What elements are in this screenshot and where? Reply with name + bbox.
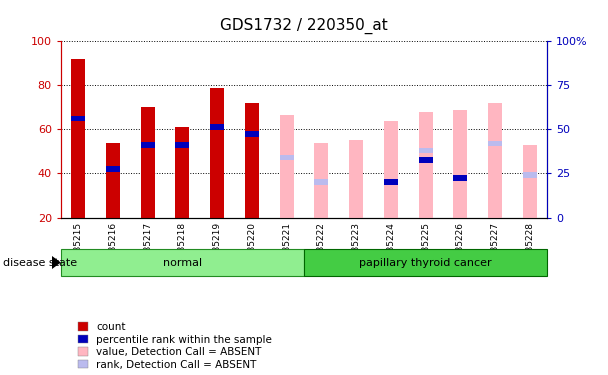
Bar [419,140,432,218]
Bar [419,112,432,218]
Bar [419,148,432,153]
Bar [349,140,363,218]
Bar [210,87,224,218]
Text: papillary thyroid cancer: papillary thyroid cancer [359,258,492,267]
Bar [176,142,189,147]
Bar [71,116,85,121]
Bar [314,180,328,185]
Bar [488,141,502,146]
Legend: count, percentile rank within the sample, value, Detection Call = ABSENT, rank, : count, percentile rank within the sample… [78,322,272,370]
Bar [304,249,547,276]
Bar [61,249,304,276]
Bar [454,110,468,218]
Bar [106,166,120,172]
Bar [314,144,328,218]
Bar [176,127,189,218]
Bar [384,178,398,218]
Polygon shape [52,256,61,269]
Text: normal: normal [163,258,202,267]
Bar [280,155,294,160]
Bar [140,107,154,218]
Bar [140,142,154,147]
Bar [488,103,502,218]
Bar [523,172,537,178]
Bar [384,121,398,218]
Bar [245,131,259,136]
Bar [245,103,259,218]
Bar [419,158,432,163]
Bar [454,175,468,181]
Bar [106,142,120,218]
Bar [71,59,85,217]
Bar [210,124,224,130]
Bar [384,180,398,185]
Bar [523,145,537,218]
Text: GDS1732 / 220350_at: GDS1732 / 220350_at [220,18,388,34]
Text: disease state: disease state [3,258,77,267]
Bar [280,115,294,218]
